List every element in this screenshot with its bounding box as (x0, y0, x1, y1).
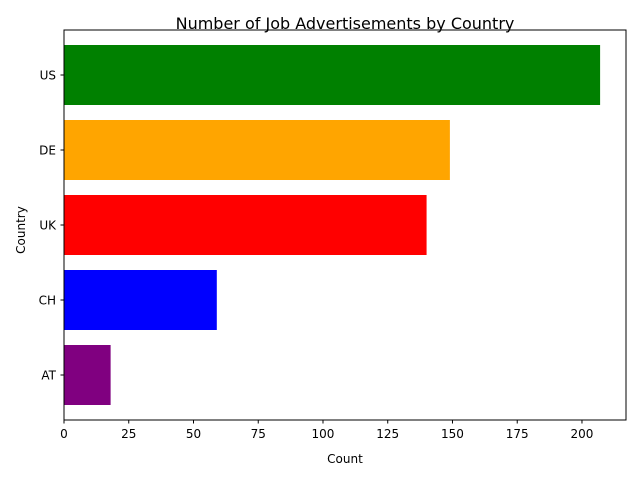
x-axis-label: Count (327, 452, 363, 466)
bar-de (64, 120, 450, 180)
x-tick-label: 0 (60, 427, 68, 441)
plot-frame (63, 29, 627, 421)
bar-us (64, 45, 601, 105)
x-tick-label: 100 (312, 427, 335, 441)
bars-layer (64, 45, 601, 405)
x-tick-label: 25 (121, 427, 136, 441)
y-tick-label-uk: UK (39, 219, 57, 233)
bar-uk (64, 195, 427, 255)
bar-ch (64, 270, 217, 330)
x-tick-label: 50 (186, 427, 201, 441)
x-tick-label: 175 (506, 427, 529, 441)
y-tick-label-de: DE (39, 144, 56, 158)
x-tick-label: 150 (441, 427, 464, 441)
x-tick-label: 200 (571, 427, 594, 441)
y-tick-label-at: AT (41, 369, 56, 383)
x-tick-label: 75 (251, 427, 266, 441)
y-tick-label-ch: CH (39, 294, 56, 308)
bar-at (64, 345, 111, 405)
x-tick-label: 125 (376, 427, 399, 441)
chart-title: Number of Job Advertisements by Country (176, 14, 515, 33)
ticks-layer: AT CH UK DE US 0 25 50 75 100 125 150 175 200 (39, 69, 594, 442)
y-axis-label: Country (14, 206, 28, 254)
y-tick-label-us: US (40, 69, 56, 83)
